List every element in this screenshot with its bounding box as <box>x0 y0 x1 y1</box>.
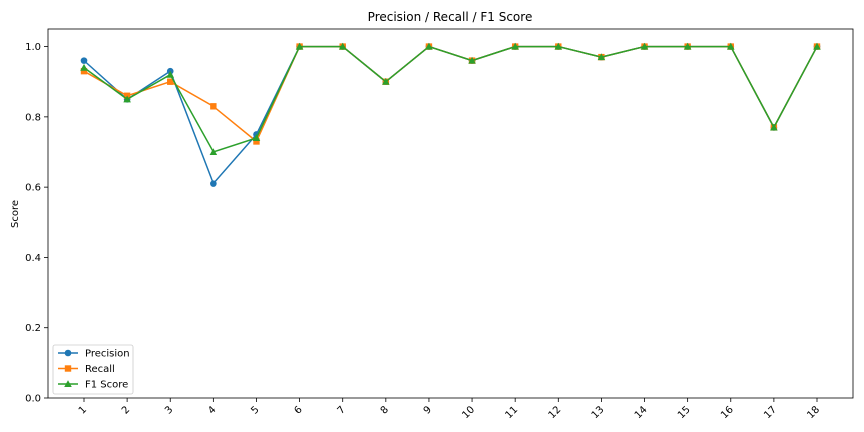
x-tick-label: 14 <box>633 404 650 421</box>
legend-box <box>52 344 134 395</box>
data-point-f1-score <box>640 42 649 50</box>
data-point-f1-score <box>813 42 821 50</box>
x-tick-label: 15 <box>676 404 693 421</box>
data-point-f1-score <box>209 148 218 156</box>
legend-marker-recall <box>64 365 72 372</box>
data-point-f1-score <box>252 134 261 141</box>
plot-area: 0.00.20.40.60.81.01 2 3 4 5 6 7 8 9 10 11 12 13 14 15 1… <box>25 28 854 421</box>
x-tick-label: 16 <box>719 404 736 421</box>
data-point-f1-score <box>683 42 692 50</box>
data-point-f1-score <box>554 42 563 50</box>
data-point-f1-score <box>295 42 304 50</box>
chart-title: Precision / Recall / F1 Score <box>368 10 533 24</box>
data-point-recall <box>80 67 88 75</box>
y-axis-label: Score <box>10 200 21 228</box>
legend-marker-f1-score <box>64 380 72 388</box>
x-tick-label: 8 <box>379 404 391 416</box>
x-tick-label: 18 <box>805 404 822 421</box>
data-point-recall <box>253 138 260 145</box>
data-point-f1-score <box>770 123 778 131</box>
x-tick-label: 13 <box>590 404 607 421</box>
data-point-recall <box>210 103 217 110</box>
y-tick-label: 0.0 <box>25 394 41 405</box>
x-tick-label: 4 <box>206 404 218 416</box>
data-point-f1-score <box>382 77 390 85</box>
x-tick-label: 2 <box>120 404 132 416</box>
data-point-recall <box>167 78 174 85</box>
y-tick-label: 0.4 <box>25 253 41 264</box>
data-point-f1-score <box>123 95 131 103</box>
x-tick-label: 10 <box>460 404 477 421</box>
data-point-f1-score <box>80 63 88 71</box>
data-point-f1-score <box>468 56 476 64</box>
legend-marker-precision <box>64 349 72 357</box>
series-line-precision <box>83 45 818 186</box>
legend-label-f1-score: F1 Score <box>85 380 128 391</box>
data-point-precision <box>80 57 88 64</box>
y-tick-label: 0.8 <box>25 112 41 123</box>
data-point-f1-score <box>166 70 175 78</box>
plot-frame <box>47 28 854 399</box>
data-point-precision <box>210 180 217 187</box>
legend-label-precision: Precision <box>85 349 130 360</box>
x-tick-label: 17 <box>762 404 779 421</box>
data-point-f1-score <box>425 42 433 50</box>
x-tick-label: 1 <box>77 404 89 416</box>
data-point-f1-score <box>726 42 735 50</box>
x-tick-label: 12 <box>547 404 564 421</box>
x-tick-label: 5 <box>249 404 261 416</box>
data-point-f1-score <box>597 53 606 61</box>
x-tick-label: 7 <box>336 404 348 416</box>
y-tick-label: 0.2 <box>25 323 41 334</box>
x-tick-label: 3 <box>163 404 175 416</box>
series-line-f1-score <box>83 45 818 153</box>
legend: Precision Recall F1 Score <box>52 344 134 395</box>
x-tick-label: 9 <box>422 404 434 416</box>
y-tick-label: 1.0 <box>25 42 41 53</box>
legend-label-recall: Recall <box>85 364 115 375</box>
x-tick-label: 6 <box>292 404 304 416</box>
data-point-f1-score <box>338 42 347 50</box>
series-line-recall <box>83 45 818 143</box>
x-tick-label: 11 <box>504 404 521 421</box>
data-point-f1-score <box>511 42 519 50</box>
y-tick-label: 0.6 <box>25 183 41 194</box>
